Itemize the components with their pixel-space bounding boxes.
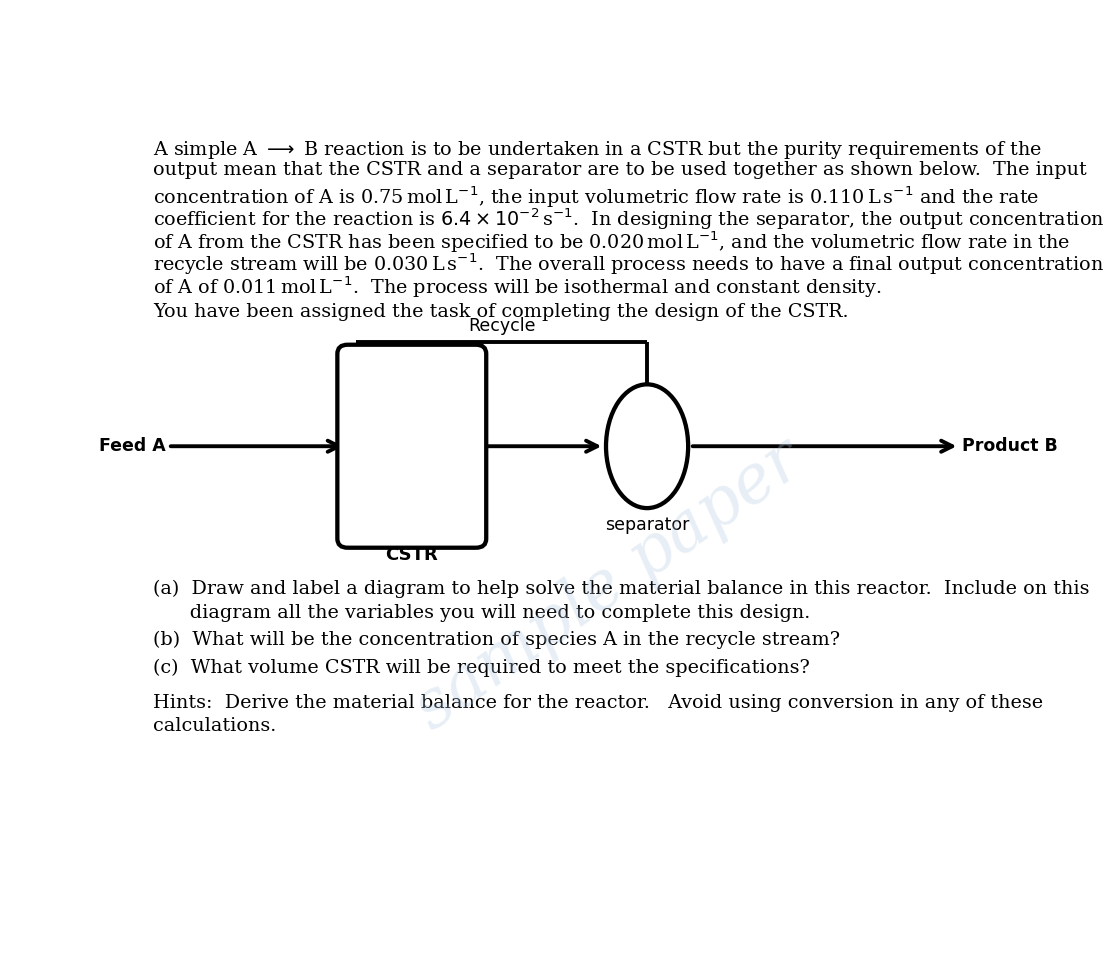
Text: output mean that the CSTR and a separator are to be used together as shown below: output mean that the CSTR and a separato…: [153, 162, 1087, 179]
Text: CSTR: CSTR: [385, 546, 438, 564]
Text: Feed A: Feed A: [98, 437, 166, 456]
Text: You have been assigned the task of completing the design of the CSTR.: You have been assigned the task of compl…: [153, 303, 849, 321]
FancyBboxPatch shape: [338, 345, 486, 548]
Text: diagram all the variables you will need to complete this design.: diagram all the variables you will need …: [153, 604, 810, 622]
Text: separator: separator: [605, 515, 689, 534]
Text: Recycle: Recycle: [468, 317, 535, 335]
Text: concentration of A is 0.75$\,$mol$\,$L$^{-1}$, the input volumetric flow rate is: concentration of A is 0.75$\,$mol$\,$L$^…: [153, 184, 1040, 210]
Ellipse shape: [606, 384, 688, 508]
Text: of A of 0.011$\,$mol$\,$L$^{-1}$.  The process will be isothermal and constant d: of A of 0.011$\,$mol$\,$L$^{-1}$. The pr…: [153, 274, 882, 300]
Text: (a)  Draw and label a diagram to help solve the material balance in this reactor: (a) Draw and label a diagram to help sol…: [153, 580, 1090, 599]
Text: Product B: Product B: [962, 437, 1058, 456]
Text: sample paper: sample paper: [402, 427, 815, 744]
Text: (b)  What will be the concentration of species A in the recycle stream?: (b) What will be the concentration of sp…: [153, 631, 840, 650]
Text: calculations.: calculations.: [153, 717, 277, 735]
Text: Hints:  Derive the material balance for the reactor.   Avoid using conversion in: Hints: Derive the material balance for t…: [153, 695, 1043, 712]
Text: (c)  What volume CSTR will be required to meet the specifications?: (c) What volume CSTR will be required to…: [153, 659, 810, 676]
Text: recycle stream will be 0.030$\,$L$\,$s$^{-1}$.  The overall process needs to hav: recycle stream will be 0.030$\,$L$\,$s$^…: [153, 252, 1104, 277]
Text: of A from the CSTR has been specified to be 0.020$\,$mol$\,$L$^{-1}$, and the vo: of A from the CSTR has been specified to…: [153, 229, 1070, 255]
Text: A simple A $\longrightarrow$ B reaction is to be undertaken in a CSTR but the pu: A simple A $\longrightarrow$ B reaction …: [153, 139, 1042, 161]
Text: coefficient for the reaction is $6.4\times10^{-2}\,$s$^{-1}$.  In designing the : coefficient for the reaction is $6.4\tim…: [153, 207, 1104, 232]
